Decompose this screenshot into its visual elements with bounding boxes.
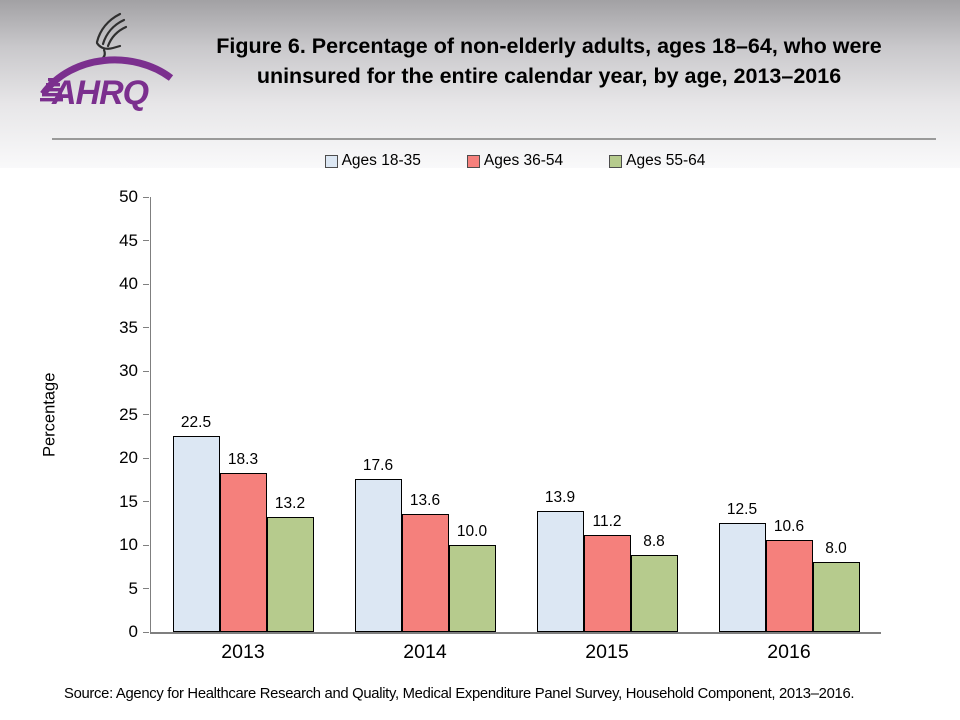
y-axis-tick [143, 370, 149, 372]
ahrq-wordmark: AHRQ [40, 56, 174, 112]
legend-item: Ages 18-35 [324, 152, 421, 170]
figure-title: Figure 6. Percentage of non-elderly adul… [168, 32, 930, 91]
y-axis-title: Percentage [40, 372, 59, 457]
ahrq-logo: AHRQ [38, 8, 178, 112]
bar-value-label: 10.0 [456, 523, 488, 540]
y-axis-tick-label: 20 [119, 448, 138, 467]
y-axis-tick [143, 501, 149, 502]
y-axis-tick [143, 240, 149, 241]
bar-ages-36-54-2014 [401, 513, 449, 632]
legend-label: Ages 55-64 [626, 152, 706, 169]
y-axis-tick [143, 588, 149, 589]
y-axis-tick [143, 196, 149, 198]
x-axis-label-2016: 2016 [767, 641, 811, 663]
y-axis-tick-label: 45 [119, 230, 138, 250]
y-axis-tick [143, 457, 149, 459]
bar-ages-55-64-2013 [266, 517, 314, 632]
bar-ages-36-54-2016 [765, 539, 813, 632]
bar-value-label: 8.0 [825, 540, 847, 558]
bar-value-label: 8.8 [643, 533, 665, 551]
bar-value-label: 18.3 [227, 450, 259, 468]
legend-item: Ages 36-54 [466, 152, 564, 170]
y-axis-tick-label: 0 [128, 622, 138, 641]
figure-title-line1: Figure 6. Percentage of non-elderly adul… [216, 34, 882, 58]
y-axis-tick-label: 35 [119, 317, 138, 337]
x-axis-label-2014: 2014 [403, 641, 447, 663]
hhs-eagle-icon [95, 12, 128, 62]
y-axis-tick-label: 50 [119, 187, 138, 206]
bar-ages-36-54-2015 [583, 534, 631, 632]
bar-value-label: 12.5 [726, 501, 758, 519]
y-axis-tick [143, 283, 149, 285]
bar-ages-18-35-2016 [718, 523, 766, 632]
bar-ages-55-64-2015 [630, 555, 678, 632]
bar-ages-18-35-2013 [172, 436, 220, 632]
y-axis-tick-label: 5 [128, 578, 138, 598]
bar-value-label: 22.5 [180, 414, 212, 432]
x-axis-label-2015: 2015 [585, 641, 629, 663]
chart-legend: Ages 18-35 Ages 36-54 Ages 55-64 [150, 150, 880, 172]
x-axis-label-2013: 2013 [221, 641, 265, 663]
y-axis-tick-label: 40 [119, 274, 138, 293]
bar-ages-18-35-2015 [536, 511, 584, 632]
y-axis-tick-label: 25 [119, 404, 138, 424]
figure-title-line2: uninsured for the entire calendar year, … [256, 63, 842, 88]
legend-label: Ages 36-54 [483, 152, 564, 169]
bar-ages-55-64-2016 [812, 562, 860, 632]
header-gradient [0, 0, 960, 168]
legend-item: Ages 55-64 [609, 152, 705, 170]
header-divider [52, 138, 936, 140]
bar-value-label: 13.9 [544, 489, 576, 507]
bar-value-label: 10.6 [773, 517, 805, 535]
y-axis-tick [143, 414, 149, 415]
bar-value-label: 11.2 [592, 512, 622, 530]
y-axis-tick [143, 327, 149, 328]
bar-value-label: 13.2 [274, 495, 306, 513]
legend-label: Ages 18-35 [341, 152, 421, 169]
y-axis-tick-label: 15 [119, 491, 138, 511]
legend-swatch [324, 154, 338, 168]
plot-area [150, 197, 881, 634]
y-axis-tick [143, 631, 149, 633]
bar-ages-36-54-2013 [219, 472, 267, 632]
bar-ages-18-35-2014 [354, 478, 402, 632]
y-axis-tick-label: 10 [119, 535, 138, 554]
bar-value-label: 13.6 [409, 491, 441, 509]
bar-ages-55-64-2014 [448, 545, 496, 632]
source-note: Source: Agency for Healthcare Research a… [64, 686, 855, 702]
legend-swatch [466, 154, 480, 168]
bar-value-label: 17.6 [362, 456, 394, 474]
legend-swatch [609, 154, 623, 168]
svg-text:AHRQ: AHRQ [51, 74, 149, 112]
y-axis-tick-label: 30 [119, 361, 138, 380]
y-axis-tick [143, 544, 149, 546]
